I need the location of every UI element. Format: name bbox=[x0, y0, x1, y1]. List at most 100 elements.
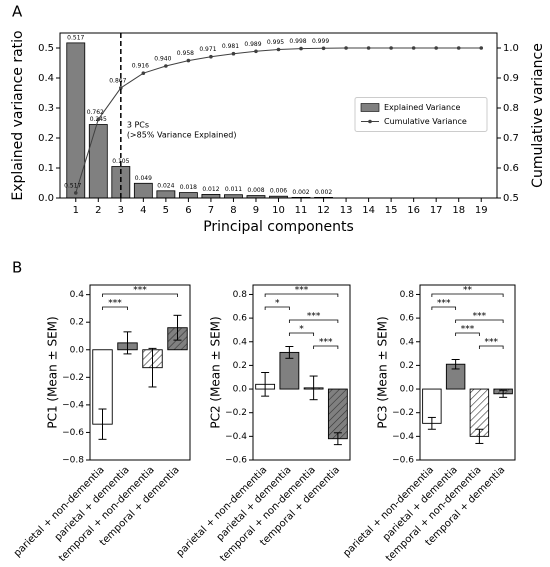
x-tick-label: 14 bbox=[362, 205, 375, 216]
x-tick-label: 10 bbox=[272, 205, 285, 216]
significance-label: *** bbox=[295, 286, 309, 296]
x-tick-label: 3 bbox=[118, 205, 124, 216]
y-tick-label: 0.6 bbox=[400, 314, 415, 324]
y-tick-label: 0.0 bbox=[70, 345, 85, 355]
y-tick-label: 0.2 bbox=[400, 361, 414, 371]
y2-tick-label: 1.0 bbox=[503, 43, 519, 54]
significance-label: *** bbox=[133, 286, 147, 296]
y-tick-label: 0.1 bbox=[38, 163, 54, 174]
line-value-label: 0.867 bbox=[109, 77, 126, 84]
line-value-label: 0.981 bbox=[222, 43, 239, 50]
y-tick-label: 0.2 bbox=[233, 361, 247, 371]
y-tick-label: 0.4 bbox=[38, 73, 54, 84]
x-tick-label: 8 bbox=[230, 205, 236, 216]
line-marker bbox=[456, 46, 461, 50]
line-value-label: 0.958 bbox=[177, 50, 194, 57]
x-tick-label: 13 bbox=[340, 205, 353, 216]
legend-box bbox=[354, 97, 488, 132]
y2-tick-label: 0.9 bbox=[503, 73, 519, 84]
bar-value-label: 0.024 bbox=[157, 182, 174, 189]
x-tick-label: 7 bbox=[208, 205, 214, 216]
line-value-label: 0.995 bbox=[267, 39, 284, 46]
y2-tick-label: 0.6 bbox=[503, 163, 519, 174]
y-axis-label: PC2 (Mean ± SEM) bbox=[209, 316, 223, 428]
line-marker bbox=[344, 46, 348, 50]
significance-bracket bbox=[288, 319, 339, 323]
line-marker bbox=[479, 46, 484, 50]
x-tick-label: parietal + non-dementia bbox=[341, 464, 436, 559]
significance-bracket bbox=[431, 293, 504, 297]
x-tick-label: temporal + non-dementia bbox=[384, 464, 484, 564]
y-tick-label: 0.8 bbox=[400, 290, 415, 300]
line-value-label: 0.916 bbox=[132, 63, 149, 70]
y-tick-label: −0.6 bbox=[392, 456, 414, 466]
legend-swatch bbox=[360, 103, 380, 112]
line-marker bbox=[209, 54, 213, 59]
y-tick-label: −0.2 bbox=[392, 408, 414, 418]
bar bbox=[156, 190, 176, 199]
line-marker bbox=[73, 191, 78, 195]
plot-frame bbox=[252, 284, 351, 461]
x-tick-label: parietal + non-dementia bbox=[175, 464, 270, 559]
significance-label: *** bbox=[108, 299, 122, 309]
line-marker bbox=[119, 86, 123, 90]
y-axis-label: PC1 (Mean ± SEM) bbox=[46, 316, 60, 428]
plot-frame bbox=[419, 284, 516, 461]
significance-label: *** bbox=[437, 299, 451, 309]
line-marker bbox=[186, 58, 191, 63]
x-tick-label: 4 bbox=[140, 205, 146, 216]
y-tick-label: 0.2 bbox=[70, 318, 84, 328]
y-tick-label: 0.5 bbox=[38, 43, 54, 54]
x-tick-label: 19 bbox=[475, 205, 488, 216]
y-tick-label: −0.4 bbox=[392, 432, 414, 442]
significance-bracket bbox=[313, 345, 339, 349]
line-value-label: 0.989 bbox=[244, 41, 261, 48]
significance-bracket bbox=[478, 345, 504, 349]
y-tick-label: −0.2 bbox=[225, 408, 247, 418]
significance-bracket bbox=[455, 332, 480, 336]
line-marker bbox=[141, 71, 146, 75]
y-tick-label: 0.0 bbox=[233, 385, 248, 395]
bar-value-label: 0.012 bbox=[202, 186, 219, 193]
significance-bracket bbox=[431, 306, 457, 310]
y-axis-label: PC3 (Mean ± SEM) bbox=[376, 316, 390, 428]
significance-label: * bbox=[275, 299, 280, 309]
significance-bracket bbox=[102, 293, 178, 297]
significance-label: *** bbox=[473, 312, 487, 322]
bar-value-label: 0.011 bbox=[225, 186, 242, 193]
x-tick-label: 18 bbox=[452, 205, 465, 216]
y2-tick-label: 0.7 bbox=[503, 133, 519, 144]
line-marker bbox=[321, 46, 326, 51]
bar-value-label: 0.517 bbox=[67, 34, 84, 41]
line-marker bbox=[366, 46, 371, 50]
legend-label: Explained Variance bbox=[384, 103, 460, 112]
x-tick-label: 6 bbox=[185, 205, 191, 216]
plot-frame bbox=[59, 32, 498, 199]
plot-frame bbox=[89, 284, 191, 461]
x-tick-label: 15 bbox=[385, 205, 398, 216]
x-tick-label: 2 bbox=[95, 205, 101, 216]
y-tick-label: −0.2 bbox=[62, 373, 84, 383]
x-tick-label: temporal + non-dementia bbox=[57, 464, 157, 564]
bar bbox=[66, 42, 86, 199]
significance-label: *** bbox=[461, 325, 475, 335]
panel-label: A bbox=[12, 3, 23, 21]
bar-value-label: 0.008 bbox=[247, 187, 264, 194]
x-tick-label: parietal + non-dementia bbox=[12, 464, 107, 559]
bar bbox=[327, 388, 348, 440]
legend-label: Cumulative Variance bbox=[384, 117, 467, 126]
y-tick-label: 0.3 bbox=[38, 103, 54, 114]
x-tick-label: 17 bbox=[430, 205, 443, 216]
y-tick-label: −0.4 bbox=[62, 400, 84, 410]
significance-label: *** bbox=[307, 312, 321, 322]
x-tick-label: 11 bbox=[295, 205, 308, 216]
bar bbox=[133, 182, 153, 199]
y-axis-label: Explained variance ratio bbox=[10, 30, 26, 200]
x-tick-label: 16 bbox=[407, 205, 420, 216]
y-tick-label: −0.6 bbox=[225, 456, 247, 466]
bar-value-label: 0.002 bbox=[315, 189, 332, 196]
line-value-label: 0.762 bbox=[87, 109, 104, 116]
y2-axis-label: Cumulative variance bbox=[530, 43, 546, 188]
x-tick-label: temporal + non-dementia bbox=[218, 464, 318, 564]
bar-value-label: 0.006 bbox=[270, 188, 287, 195]
